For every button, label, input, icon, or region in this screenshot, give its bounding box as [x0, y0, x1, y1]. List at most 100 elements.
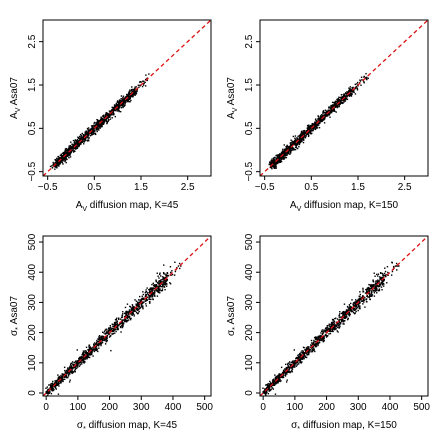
data-point	[300, 353, 302, 355]
data-point	[310, 133, 312, 135]
data-point	[143, 301, 145, 303]
data-point	[353, 91, 355, 93]
data-point	[391, 261, 393, 263]
data-point	[341, 96, 343, 98]
data-point	[86, 136, 88, 139]
data-point	[340, 99, 342, 102]
data-point	[277, 158, 280, 160]
data-point	[292, 147, 294, 149]
data-point	[177, 265, 180, 267]
data-point	[138, 305, 141, 307]
data-point	[263, 392, 266, 394]
data-point	[92, 130, 95, 132]
data-point	[156, 272, 158, 274]
data-point	[373, 272, 375, 274]
data-point	[117, 103, 119, 105]
data-point	[316, 123, 319, 126]
data-point	[321, 338, 323, 341]
data-point	[325, 112, 327, 115]
data-point	[330, 106, 332, 108]
data-point	[273, 384, 276, 386]
data-point	[278, 160, 281, 162]
data-point	[63, 157, 65, 159]
data-point	[339, 313, 341, 315]
data-point	[158, 290, 160, 292]
data-point	[288, 361, 291, 363]
data-point	[309, 132, 312, 134]
data-point	[290, 143, 293, 146]
y-tick-label: 0.5	[27, 121, 38, 135]
data-point	[91, 127, 94, 129]
data-point	[295, 143, 298, 145]
data-point	[64, 375, 66, 377]
data-point	[126, 100, 129, 103]
data-point	[386, 282, 388, 284]
data-point	[297, 357, 299, 360]
data-point	[290, 366, 293, 369]
data-point	[138, 81, 141, 83]
data-point	[107, 120, 109, 122]
data-point	[71, 143, 73, 145]
data-point	[82, 350, 85, 352]
data-point	[264, 388, 267, 391]
data-point	[114, 332, 116, 334]
data-point	[62, 154, 65, 156]
data-point	[57, 393, 60, 395]
data-point	[362, 287, 364, 290]
data-point	[349, 94, 351, 96]
data-point	[105, 113, 108, 115]
data-point	[290, 139, 292, 141]
data-point	[377, 285, 380, 288]
data-point	[333, 103, 335, 106]
data-point	[281, 158, 284, 160]
data-point	[303, 134, 306, 137]
data-point	[103, 115, 105, 118]
data-point	[320, 332, 322, 334]
data-point	[329, 332, 332, 335]
data-point	[65, 151, 67, 154]
data-point	[119, 323, 121, 325]
data-point	[289, 146, 291, 148]
data-point	[70, 147, 72, 150]
data-point	[303, 357, 305, 360]
data-point	[331, 329, 334, 332]
data-point	[164, 281, 167, 284]
data-point	[126, 317, 129, 319]
data-point	[128, 100, 130, 103]
data-point	[287, 362, 289, 365]
data-point	[65, 161, 67, 164]
data-point	[342, 313, 345, 315]
data-point	[301, 138, 303, 140]
data-point	[101, 121, 103, 124]
data-point	[290, 361, 293, 364]
data-point	[329, 112, 331, 114]
data-point	[365, 288, 367, 291]
data-point	[121, 314, 124, 317]
data-point	[324, 331, 326, 333]
data-point	[278, 375, 281, 377]
x-tick-label: 0.5	[304, 182, 318, 193]
data-point	[305, 135, 307, 138]
data-point	[101, 117, 103, 120]
data-point	[283, 151, 285, 154]
data-point	[296, 364, 299, 366]
data-point	[322, 332, 325, 334]
data-point	[316, 124, 318, 126]
data-point	[104, 116, 107, 118]
data-point	[98, 123, 101, 126]
data-point	[330, 324, 333, 326]
data-point	[359, 79, 361, 81]
data-point	[70, 141, 72, 143]
data-point	[159, 272, 161, 274]
data-point	[74, 370, 76, 372]
data-point	[291, 370, 293, 372]
data-point	[314, 127, 317, 130]
data-point	[315, 340, 317, 343]
data-point	[338, 324, 341, 326]
data-point	[316, 124, 319, 127]
data-point	[79, 358, 81, 360]
data-point	[83, 137, 85, 139]
data-point	[267, 386, 269, 388]
data-point	[267, 384, 269, 387]
data-point	[92, 348, 95, 350]
